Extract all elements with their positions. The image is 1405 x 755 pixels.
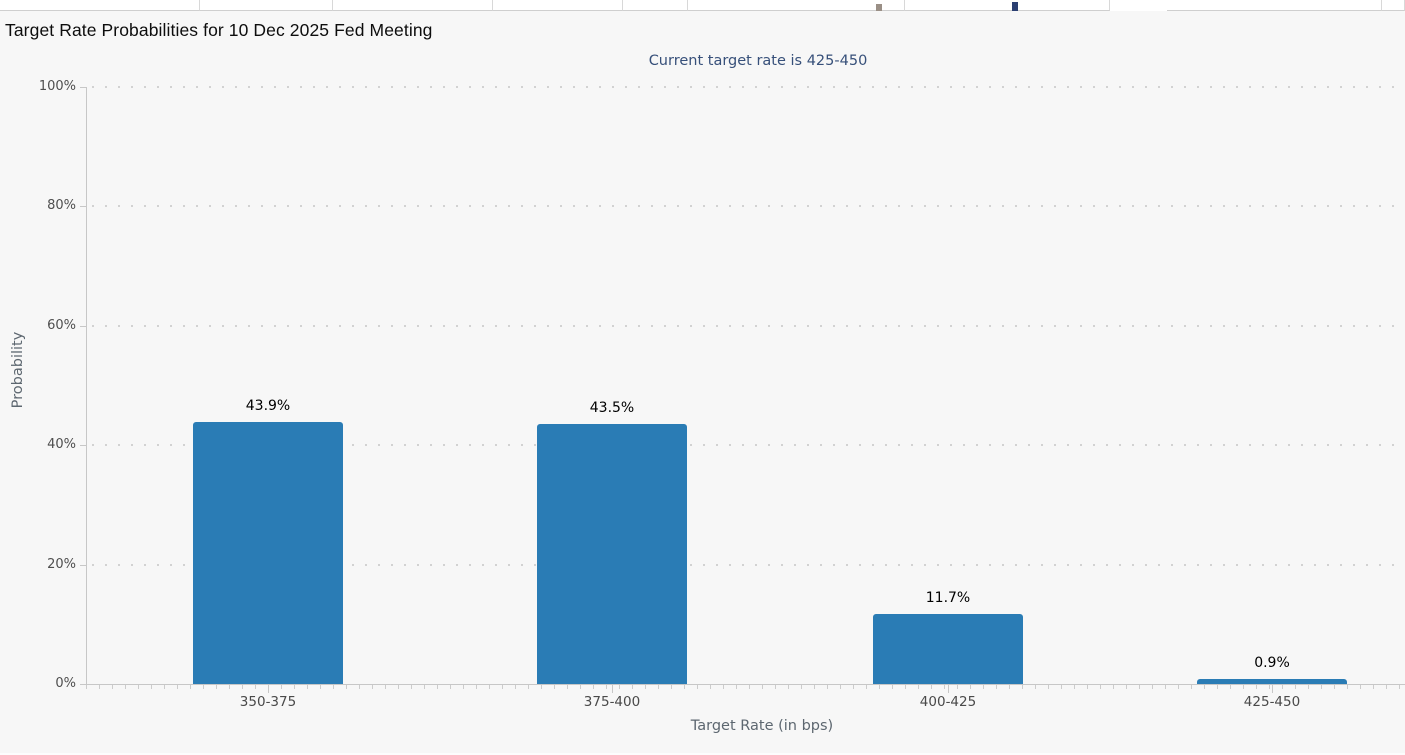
top-tab-stub[interactable] bbox=[1167, 0, 1382, 11]
bottom-edge bbox=[0, 753, 1405, 755]
y-tick-mark bbox=[80, 684, 86, 685]
y-gridline bbox=[92, 205, 1405, 207]
cutoff-tab-strip bbox=[0, 0, 1405, 11]
y-tick-mark bbox=[80, 565, 86, 566]
y-tick-label: 80% bbox=[47, 198, 76, 213]
bar-425-450[interactable] bbox=[1197, 679, 1347, 684]
x-tick-mark bbox=[1272, 685, 1273, 693]
top-tab-stub[interactable] bbox=[0, 0, 200, 11]
x-axis-minor-ticks bbox=[86, 685, 1405, 689]
y-tick-label: 100% bbox=[38, 79, 76, 94]
bar-value-label: 0.9% bbox=[1254, 655, 1290, 671]
top-tab-stub[interactable] bbox=[333, 0, 493, 11]
y-tick-label: 40% bbox=[47, 437, 76, 452]
x-axis-title: Target Rate (in bps) bbox=[690, 718, 834, 734]
x-axis-line bbox=[86, 684, 1405, 685]
probability-bar-chart: Target Rate Probabilities for 10 Dec 202… bbox=[0, 11, 1405, 755]
chart-subtitle: Current target rate is 425-450 bbox=[648, 53, 868, 69]
y-tick-label: 0% bbox=[55, 676, 76, 691]
bar-value-label: 43.9% bbox=[245, 398, 291, 414]
top-tab-stub[interactable] bbox=[905, 0, 1110, 11]
tab-strip-gap bbox=[1110, 0, 1167, 11]
top-tab-stub[interactable] bbox=[493, 0, 623, 11]
x-tick-label: 425-450 bbox=[1243, 694, 1301, 710]
y-tick-mark bbox=[80, 445, 86, 446]
y-axis-line bbox=[86, 87, 87, 684]
bar-400-425[interactable] bbox=[873, 614, 1023, 684]
y-tick-mark bbox=[80, 87, 86, 88]
bar-value-label: 43.5% bbox=[589, 400, 635, 416]
y-tick-mark bbox=[80, 326, 86, 327]
y-axis-title: Probability bbox=[10, 331, 26, 409]
x-tick-mark bbox=[268, 685, 269, 693]
y-gridline bbox=[92, 325, 1405, 327]
y-tick-label: 20% bbox=[47, 557, 76, 572]
y-gridline bbox=[92, 86, 1405, 88]
x-tick-label: 375-400 bbox=[583, 694, 641, 710]
x-tick-label: 350-375 bbox=[239, 694, 297, 710]
y-gridline bbox=[92, 444, 1405, 446]
cutoff-icon-fragment bbox=[1012, 2, 1018, 11]
top-tab-stub[interactable] bbox=[200, 0, 333, 11]
bar-375-400[interactable] bbox=[537, 424, 687, 684]
x-tick-mark bbox=[948, 685, 949, 693]
y-gridline bbox=[92, 564, 1405, 566]
cutoff-icon-fragment bbox=[876, 4, 882, 11]
bar-value-label: 11.7% bbox=[925, 590, 971, 606]
x-tick-mark bbox=[612, 685, 613, 693]
bar-350-375[interactable] bbox=[193, 422, 343, 684]
x-tick-label: 400-425 bbox=[919, 694, 977, 710]
top-tab-stub[interactable] bbox=[688, 0, 905, 11]
y-tick-label: 60% bbox=[47, 318, 76, 333]
top-tab-stub[interactable] bbox=[623, 0, 688, 11]
y-tick-mark bbox=[80, 206, 86, 207]
chart-title: Target Rate Probabilities for 10 Dec 202… bbox=[5, 20, 433, 40]
